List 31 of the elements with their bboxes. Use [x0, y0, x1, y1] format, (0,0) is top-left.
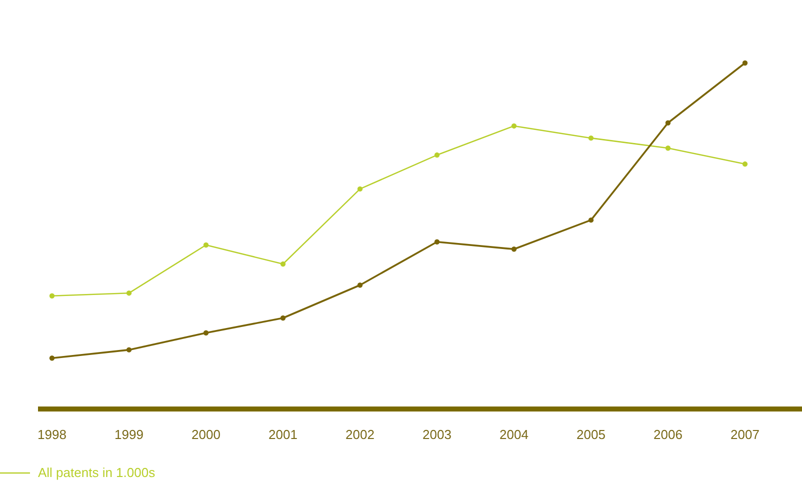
point: [588, 217, 594, 223]
x-tick-label: 2006: [654, 427, 682, 442]
point: [511, 123, 517, 129]
x-tick-label: 2004: [500, 427, 528, 442]
point: [280, 261, 286, 267]
x-tick-label: 1998: [38, 427, 66, 442]
x-tick-label: 2002: [346, 427, 374, 442]
point: [742, 161, 748, 167]
point: [511, 246, 517, 252]
legend-label: All patents in 1.000s: [38, 465, 156, 480]
point: [742, 60, 748, 66]
point: [49, 356, 55, 361]
point: [203, 330, 209, 336]
point: [357, 186, 363, 192]
point: [434, 152, 440, 158]
point: [588, 135, 594, 141]
point: [434, 239, 440, 244]
x-tick-label: 2007: [730, 427, 760, 442]
point: [203, 242, 209, 248]
point: [665, 120, 671, 126]
x-tick-label: 2001: [268, 427, 298, 442]
point: [665, 146, 671, 151]
x-tick-label: 2000: [192, 427, 220, 442]
x-tick-label: 2005: [576, 427, 606, 442]
point: [126, 290, 132, 296]
x-tick-label: 2003: [422, 427, 452, 442]
x-tick-label: 1999: [114, 427, 144, 442]
point: [357, 282, 363, 288]
point: [280, 315, 286, 321]
point: [126, 347, 132, 352]
point: [49, 293, 55, 298]
